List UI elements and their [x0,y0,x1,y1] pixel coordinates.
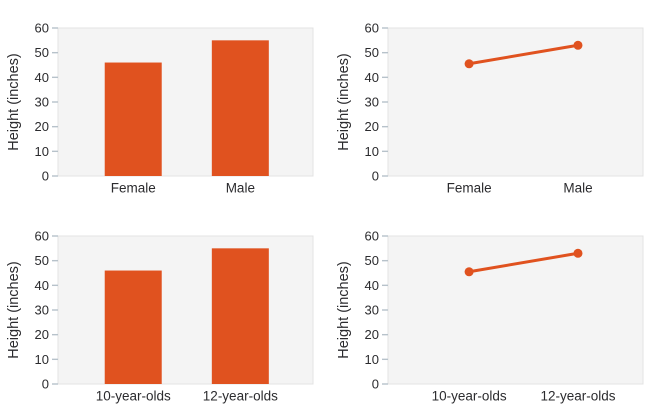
x-category-label: Female [447,181,492,196]
y-tick-label: 50 [365,45,379,60]
y-tick-label: 40 [35,70,49,85]
bar-chart-height-by-gender-svg: 0 10 20 30 40 50 60 Height (inches) Female Male [6,21,314,196]
plot-area [57,235,314,385]
x-category-label: Male [226,181,255,196]
y-axis-title: Height (inches) [336,53,352,151]
line-chart-height-by-age: 0 10 20 30 40 50 60 Height (inches) 10-year-olds… [330,208,660,415]
line-chart-height-by-gender-svg: 0 10 20 30 40 50 60 Height (inches) Female Male [336,21,644,196]
y-tick-label: 30 [35,95,49,110]
plot-area [387,235,644,385]
y-tick-label: 50 [35,45,49,60]
y-tick-label: 60 [365,21,379,36]
bar-chart-height-by-age: 0 10 20 30 40 50 60 Height (inches) 10-year-olds… [0,208,330,415]
y-tick-label: 60 [35,229,49,244]
y-axis-title: Height (inches) [6,53,22,151]
bar [104,270,162,384]
y-tick-label: 0 [372,377,379,392]
data-point-marker [464,267,474,277]
y-tick-label: 30 [35,303,49,318]
bar [104,62,162,176]
y-tick-label: 40 [365,70,379,85]
data-point-marker [573,40,583,50]
line-chart-height-by-age-svg: 0 10 20 30 40 50 60 Height (inches) 10-year-olds… [336,229,644,404]
y-tick-label: 10 [365,144,379,159]
x-category-label: Male [563,181,592,196]
bar-chart-height-by-age-svg: 0 10 20 30 40 50 60 Height (inches) 10-year-olds… [6,229,314,404]
y-tick-label: 20 [365,327,379,342]
y-axis-title: Height (inches) [336,261,352,359]
line-series [467,43,580,66]
y-tick-label: 40 [365,278,379,293]
y-tick-label: 60 [35,21,49,36]
y-axis-title: Height (inches) [6,261,22,359]
x-category-label: 12-year-olds [540,389,615,404]
y-tick-label: 10 [365,352,379,367]
y-tick-label: 20 [35,327,49,342]
y-tick-label: 60 [365,229,379,244]
y-tick-label: 20 [35,119,49,134]
y-tick-label: 20 [365,119,379,134]
bar-chart-height-by-gender: 0 10 20 30 40 50 60 Height (inches) Female Male [0,0,330,208]
data-point-marker [464,59,474,69]
x-category-label: 10-year-olds [432,389,507,404]
y-tick-label: 10 [35,144,49,159]
y-tick-label: 50 [35,253,49,268]
y-tick-label: 0 [372,169,379,184]
bar [211,248,269,384]
line-chart-height-by-gender: 0 10 20 30 40 50 60 Height (inches) Female Male [330,0,660,208]
x-category-label: 10-year-olds [96,389,171,404]
x-category-label: 12-year-olds [203,389,278,404]
y-tick-label: 30 [365,303,379,318]
y-tick-label: 10 [35,352,49,367]
plot-area [387,27,644,177]
line-series [467,251,580,274]
y-tick-label: 0 [42,377,49,392]
y-tick-label: 30 [365,95,379,110]
y-tick-label: 0 [42,169,49,184]
y-tick-label: 40 [35,278,49,293]
x-category-label: Female [111,181,156,196]
plot-area [57,27,314,177]
bar [211,40,269,177]
data-point-marker [573,248,583,258]
y-tick-label: 50 [365,253,379,268]
